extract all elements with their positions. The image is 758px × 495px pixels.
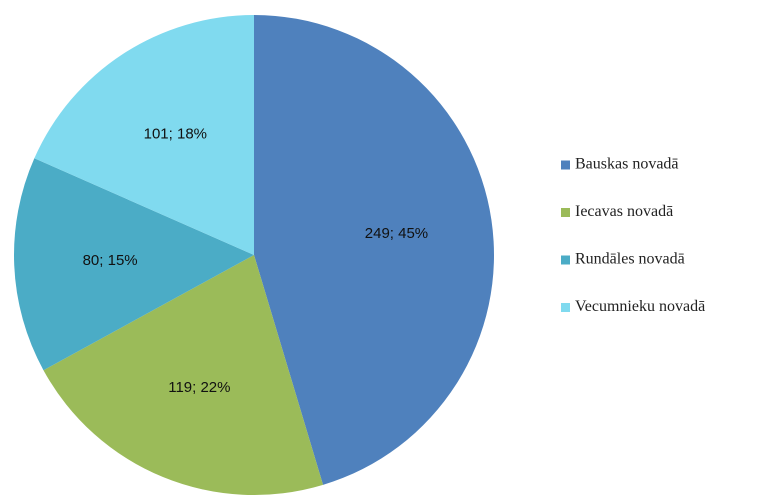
- legend-label: Iecavas novadā: [575, 203, 673, 220]
- pie-slice: [13, 158, 255, 371]
- data-label: 249; 45%: [365, 225, 428, 242]
- data-label: 101; 18%: [144, 125, 207, 142]
- legend-swatch: [561, 303, 570, 312]
- pie-slice: [254, 15, 495, 485]
- pie-slice: [43, 255, 324, 495]
- legend-label: Vecumnieku novadā: [575, 298, 705, 315]
- legend-swatch: [561, 255, 570, 265]
- legend-swatch: [561, 160, 570, 170]
- legend-label: Bauskas novadā: [575, 156, 679, 173]
- pie-slice: [34, 15, 254, 255]
- data-label: 119; 22%: [168, 379, 230, 396]
- legend-swatch: [561, 208, 570, 217]
- data-label: 80; 15%: [83, 252, 138, 269]
- legend-label: Rundāles novadā: [575, 251, 685, 268]
